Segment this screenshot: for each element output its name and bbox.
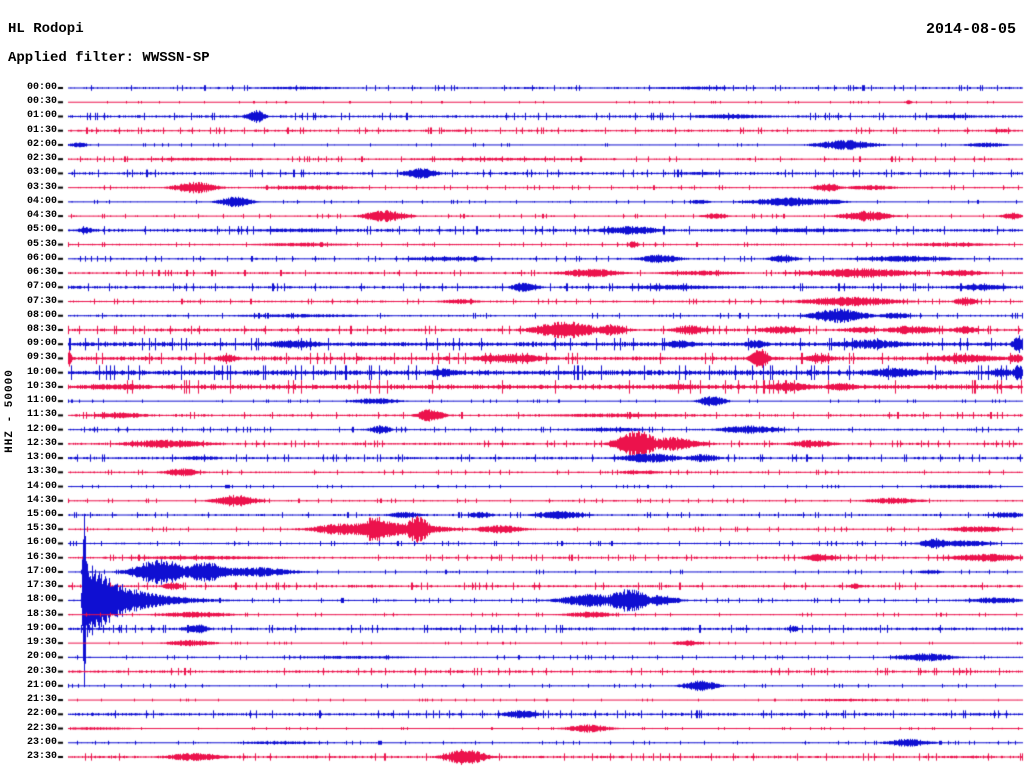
time-label: 19:30 (26, 637, 57, 649)
time-label: 00:30 (26, 96, 57, 108)
time-label: 18:30 (26, 608, 57, 620)
time-label: 11:30 (26, 409, 57, 421)
time-label: 13:00 (26, 452, 57, 464)
station-name: HL Rodopi (8, 21, 84, 37)
time-label: 08:30 (26, 323, 57, 335)
time-label: 06:30 (26, 267, 57, 279)
time-label: 13:30 (26, 466, 57, 478)
time-label: 23:00 (26, 736, 57, 748)
time-label: 21:30 (26, 694, 57, 706)
time-label: 07:00 (26, 281, 57, 293)
time-label: 12:30 (26, 437, 57, 449)
time-label: 15:30 (26, 523, 57, 535)
time-label: 11:00 (26, 395, 57, 407)
time-label: 21:00 (26, 679, 57, 691)
time-label: 16:30 (26, 551, 57, 563)
time-label: 10:00 (26, 366, 57, 378)
time-label: 20:00 (26, 651, 57, 663)
time-label: 09:30 (26, 352, 57, 364)
time-label: 20:30 (26, 665, 57, 677)
date-label: 2014-08-05 (925, 21, 1016, 38)
time-label: 00:00 (26, 82, 57, 93)
time-label: 14:00 (26, 480, 57, 492)
time-label: 15:00 (26, 509, 57, 521)
time-label: 06:00 (26, 252, 57, 264)
time-label: 03:30 (26, 181, 57, 193)
time-label: 22:30 (26, 722, 57, 734)
time-label: 01:30 (26, 124, 57, 136)
time-label: 17:00 (26, 565, 57, 577)
time-label: 05:00 (26, 224, 57, 236)
time-label: 05:30 (26, 238, 57, 250)
time-label: 07:30 (26, 295, 57, 307)
time-label: 22:00 (26, 708, 57, 720)
time-label: 12:00 (26, 423, 57, 435)
time-label: 04:30 (26, 210, 57, 222)
time-label: 02:30 (26, 153, 57, 165)
time-label: 18:00 (26, 594, 57, 606)
time-label: 19:00 (26, 622, 57, 634)
time-label: 08:00 (26, 309, 57, 321)
time-label: 16:00 (26, 537, 57, 549)
time-label: 04:00 (26, 195, 57, 207)
time-label: 10:30 (26, 380, 57, 392)
time-label: 23:30 (26, 750, 57, 762)
time-label: 02:00 (26, 138, 57, 150)
time-label: 09:00 (26, 338, 57, 350)
time-label: 17:30 (26, 580, 57, 592)
time-label: 01:00 (26, 110, 57, 122)
applied-filter-label: Applied filter: WWSSN-SP (8, 50, 210, 66)
time-label: 14:30 (26, 494, 57, 506)
time-label: 03:00 (26, 167, 57, 179)
